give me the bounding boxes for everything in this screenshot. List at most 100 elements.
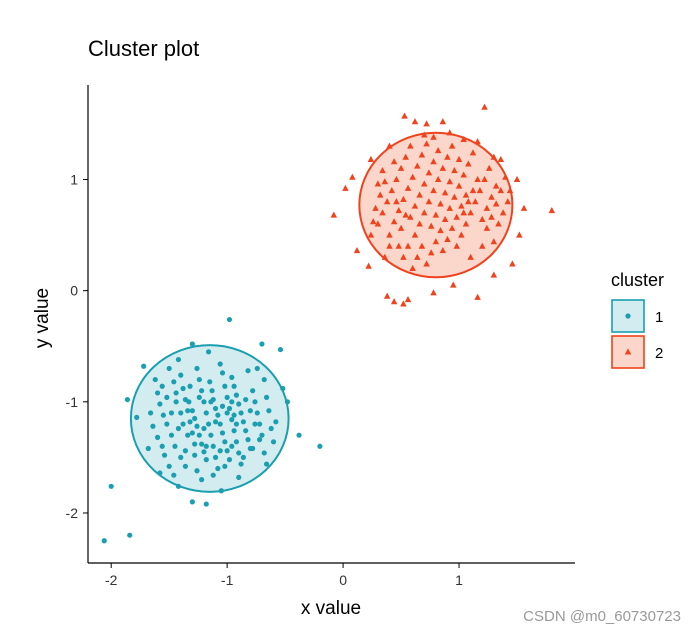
cluster-2-ellipse bbox=[358, 131, 514, 279]
cluster-1-point bbox=[203, 410, 209, 416]
cluster-1-point bbox=[240, 419, 246, 425]
cluster-2-point bbox=[400, 300, 407, 307]
cluster-2-point bbox=[516, 231, 523, 238]
cluster-1-point bbox=[189, 341, 195, 347]
cluster-2-point bbox=[397, 164, 405, 171]
cluster-2-point bbox=[407, 213, 414, 220]
cluster-2-point bbox=[485, 164, 493, 171]
cluster-2-point bbox=[451, 166, 458, 174]
cluster-1-point bbox=[231, 428, 237, 434]
cluster-1-point bbox=[189, 430, 195, 436]
cluster-1-point bbox=[175, 483, 182, 489]
cluster-2-point bbox=[409, 173, 416, 180]
cluster-2-point bbox=[393, 198, 400, 205]
cluster-2-point bbox=[416, 220, 423, 227]
cluster-2-point bbox=[446, 129, 454, 136]
cluster-1-point bbox=[212, 454, 219, 460]
cluster-2-point bbox=[400, 195, 407, 203]
cluster-2-point bbox=[481, 103, 488, 110]
cluster-2-point bbox=[439, 164, 447, 171]
cluster-1-point bbox=[194, 468, 200, 474]
cluster-2-point bbox=[451, 193, 458, 200]
cluster-2-point bbox=[370, 218, 377, 225]
y-tick-label: -2 bbox=[66, 505, 79, 521]
cluster-1-point bbox=[219, 430, 226, 436]
cluster-1-point bbox=[192, 415, 198, 422]
watermark: CSDN @m0_60730723 bbox=[523, 608, 681, 625]
cluster-2-point bbox=[490, 271, 498, 278]
cluster-1-point bbox=[199, 388, 205, 394]
x-axis-ticks: -2 -1 0 1 bbox=[105, 563, 463, 588]
cluster-2-point bbox=[393, 175, 400, 183]
cluster-1-point bbox=[124, 396, 131, 403]
cluster-1-point bbox=[141, 363, 147, 369]
cluster-2-point bbox=[548, 207, 556, 214]
cluster-1-point bbox=[254, 365, 260, 372]
cluster-2-point bbox=[474, 293, 481, 300]
cluster-2-point bbox=[460, 135, 467, 142]
cluster-1-point bbox=[224, 448, 230, 454]
cluster-1-point bbox=[273, 419, 279, 425]
cluster-1-point bbox=[245, 368, 251, 374]
cluster-1-point bbox=[257, 437, 263, 443]
cluster-2-point bbox=[502, 173, 509, 180]
cluster-2-point bbox=[395, 242, 402, 249]
cluster-2-point bbox=[458, 202, 465, 209]
cluster-2-point bbox=[476, 187, 484, 194]
cluster-1-point bbox=[209, 388, 215, 394]
cluster-2-point bbox=[381, 178, 389, 185]
cluster-1-point bbox=[203, 457, 209, 463]
cluster-2-point bbox=[401, 112, 408, 119]
legend-label-2: 2 bbox=[655, 345, 663, 362]
cluster-1-point bbox=[192, 452, 198, 458]
legend-marker-2 bbox=[624, 348, 632, 355]
cluster-1-point bbox=[199, 477, 205, 483]
cluster-2-point bbox=[425, 198, 433, 205]
cluster-1-point bbox=[199, 441, 205, 447]
cluster-1-point bbox=[238, 461, 244, 467]
x-tick-label: 1 bbox=[455, 572, 463, 588]
cluster-2-point bbox=[481, 175, 488, 183]
cluster-1-point bbox=[134, 414, 140, 420]
cluster-2-point bbox=[383, 198, 391, 205]
cluster-1-point bbox=[284, 399, 291, 405]
cluster-2-point bbox=[434, 146, 442, 154]
cluster-2-point bbox=[432, 238, 440, 245]
x-tick-label: -2 bbox=[105, 572, 118, 588]
cluster-1-point bbox=[178, 410, 184, 416]
cluster-2-point bbox=[474, 175, 481, 183]
cluster-1-point bbox=[229, 399, 235, 405]
cluster-1-point bbox=[229, 417, 235, 423]
cluster-2-point bbox=[455, 182, 463, 189]
cluster-2-point bbox=[425, 169, 433, 176]
cluster-2-point bbox=[407, 142, 414, 149]
cluster-2-point bbox=[427, 249, 435, 256]
cluster-1-point bbox=[203, 443, 209, 449]
cluster-1-point bbox=[180, 385, 186, 392]
cluster-1-point bbox=[159, 383, 165, 389]
cluster-2-point bbox=[453, 213, 460, 220]
cluster-1-point bbox=[208, 399, 214, 405]
cluster-2-point bbox=[455, 155, 463, 162]
cluster-2-point bbox=[439, 118, 447, 125]
cluster-1-point bbox=[317, 443, 323, 449]
cluster-2-point bbox=[444, 153, 451, 160]
cluster-2-point bbox=[418, 151, 426, 158]
cluster-1-point bbox=[240, 454, 246, 460]
cluster-1-point bbox=[217, 448, 223, 454]
cluster-1-point bbox=[280, 385, 286, 392]
cluster-2-point bbox=[437, 227, 444, 234]
cluster-1-point bbox=[182, 463, 188, 469]
cluster-2-point bbox=[365, 262, 372, 269]
cluster-2-point bbox=[353, 247, 361, 254]
cluster-1-point bbox=[259, 341, 265, 347]
cluster-2-point bbox=[462, 220, 470, 227]
x-tick-label: 0 bbox=[339, 572, 347, 588]
cluster-1-point bbox=[175, 356, 182, 363]
cluster-2-point bbox=[390, 158, 398, 165]
cluster-2-point bbox=[509, 260, 516, 267]
cluster-2-point bbox=[465, 160, 472, 167]
cluster-2-point bbox=[453, 242, 460, 249]
cluster-1-point bbox=[182, 396, 188, 403]
cluster-2-point bbox=[478, 215, 486, 223]
